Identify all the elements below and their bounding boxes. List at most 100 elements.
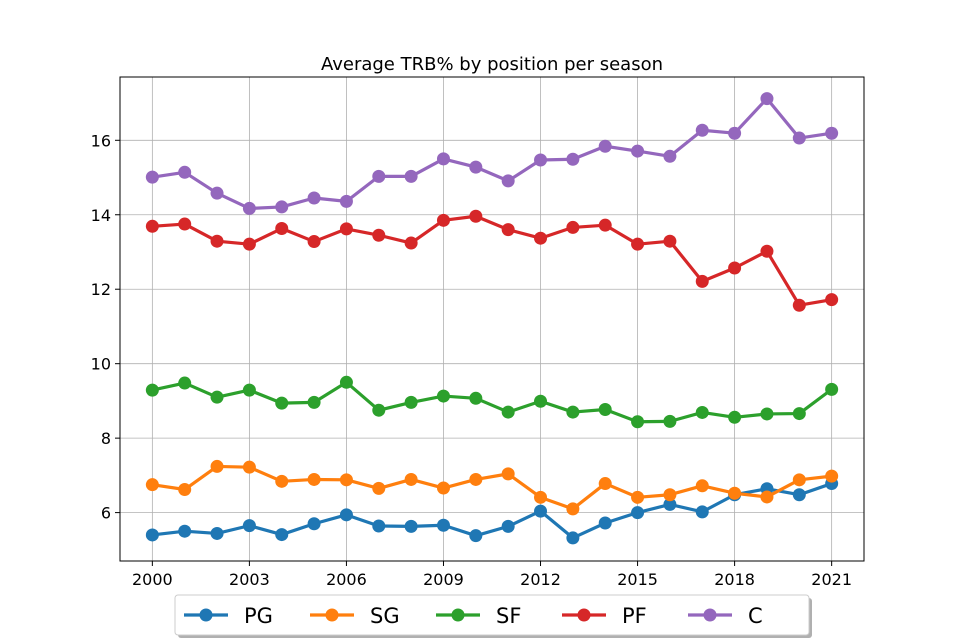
x-axis: 2000 2003 2006 2009 2012 2015 2018 2021 xyxy=(132,561,852,589)
data-point xyxy=(631,506,645,520)
data-point xyxy=(792,298,806,312)
data-point xyxy=(307,235,321,249)
data-point xyxy=(145,528,159,542)
plot-frame xyxy=(119,76,865,562)
data-point xyxy=(242,519,256,533)
data-point xyxy=(695,505,709,519)
series-line-sg xyxy=(152,464,832,511)
data-point xyxy=(339,222,353,236)
series-sg xyxy=(145,459,839,516)
chart-title: Average TRB% by position per season xyxy=(321,54,663,75)
y-tick-label: 14 xyxy=(91,206,111,225)
series-line-pg xyxy=(152,482,833,540)
data-point xyxy=(145,219,159,233)
data-point xyxy=(663,234,677,248)
data-point xyxy=(469,209,483,223)
data-point xyxy=(275,200,289,214)
legend-marker xyxy=(577,608,591,622)
data-point xyxy=(436,481,450,495)
data-point xyxy=(792,473,806,487)
data-point xyxy=(307,191,321,205)
data-point xyxy=(663,149,677,163)
data-point xyxy=(307,517,321,531)
data-point xyxy=(436,389,450,403)
legend-item-sf: SF xyxy=(436,604,521,628)
x-tick-label: 2018 xyxy=(714,570,755,589)
legend-item-c: C xyxy=(688,604,763,628)
legend-box xyxy=(174,594,810,636)
legend-marker xyxy=(451,608,465,622)
data-point xyxy=(663,414,677,428)
data-point xyxy=(534,490,548,504)
data-point xyxy=(372,519,386,533)
data-point xyxy=(825,469,839,483)
data-point xyxy=(792,131,806,145)
data-point xyxy=(825,382,839,396)
data-point xyxy=(469,391,483,405)
data-point xyxy=(792,407,806,421)
data-point xyxy=(501,467,515,481)
data-point xyxy=(339,508,353,522)
data-point xyxy=(534,504,548,518)
x-tick-label: 2000 xyxy=(132,570,173,589)
data-point xyxy=(825,293,839,307)
series-sf xyxy=(145,375,839,429)
legend-item-sg: SG xyxy=(310,604,400,628)
data-point xyxy=(436,518,450,532)
x-tick-label: 2003 xyxy=(229,570,270,589)
data-point xyxy=(501,519,515,533)
legend-label: PG xyxy=(244,604,273,628)
data-point xyxy=(404,472,418,486)
data-point xyxy=(210,390,224,404)
legend-label: PF xyxy=(622,604,647,628)
x-tick-label: 2021 xyxy=(811,570,852,589)
series-layer xyxy=(145,92,839,545)
data-point xyxy=(566,502,580,516)
data-point xyxy=(210,234,224,248)
legend-label: SG xyxy=(370,604,400,628)
data-point xyxy=(631,237,645,251)
data-point xyxy=(275,222,289,236)
data-point xyxy=(825,126,839,140)
data-point xyxy=(404,169,418,183)
data-point xyxy=(372,403,386,417)
data-point xyxy=(145,478,159,492)
data-point xyxy=(372,228,386,242)
x-tick-label: 2006 xyxy=(326,570,367,589)
data-point xyxy=(566,531,580,545)
data-point xyxy=(760,244,774,258)
series-line-c xyxy=(152,96,832,211)
data-point xyxy=(728,410,742,424)
data-point xyxy=(242,383,256,397)
data-point xyxy=(760,407,774,421)
data-point xyxy=(695,123,709,137)
data-point xyxy=(566,152,580,166)
data-point xyxy=(275,396,289,410)
data-point xyxy=(210,459,224,473)
data-point xyxy=(339,473,353,487)
legend-marker xyxy=(325,608,339,622)
data-point xyxy=(598,218,612,232)
y-tick-label: 16 xyxy=(91,131,111,150)
data-point xyxy=(760,490,774,504)
data-point xyxy=(534,231,548,245)
data-point xyxy=(404,395,418,409)
legend-label: SF xyxy=(496,604,521,628)
data-point xyxy=(728,486,742,500)
data-point xyxy=(372,481,386,495)
data-point xyxy=(436,213,450,227)
data-point xyxy=(501,174,515,188)
x-tick-label: 2015 xyxy=(617,570,658,589)
y-tick-label: 12 xyxy=(91,280,111,299)
legend-label: C xyxy=(748,604,763,628)
data-point xyxy=(631,490,645,504)
data-point xyxy=(501,405,515,419)
data-point xyxy=(728,261,742,275)
legend-marker xyxy=(703,608,717,622)
legend-item-pg: PG xyxy=(184,604,273,628)
data-point xyxy=(695,405,709,419)
y-tick-label: 8 xyxy=(101,429,111,448)
data-point xyxy=(210,526,224,540)
